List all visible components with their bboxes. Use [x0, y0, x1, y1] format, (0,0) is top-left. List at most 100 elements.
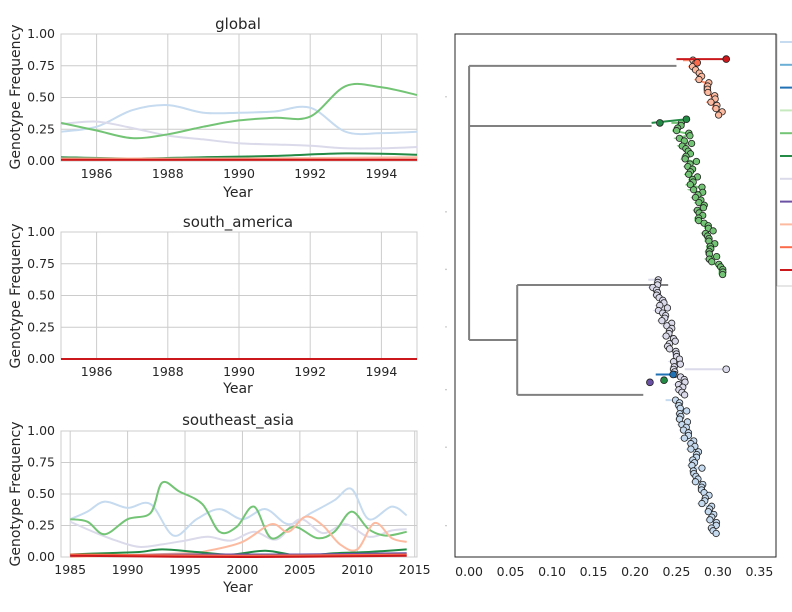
- x-tick-label: 0.35: [745, 564, 773, 579]
- tree-tip: [715, 111, 723, 119]
- x-tick-label: 1986: [81, 364, 113, 379]
- tree-tip: [693, 58, 702, 67]
- x-tick-label: 1995: [169, 562, 201, 577]
- y-tick-label: 0.25: [27, 518, 55, 533]
- tree-tip: [662, 332, 670, 340]
- global-title: global: [215, 15, 261, 33]
- global-panel: global Year Genotype Frequency 0.00 0.25 0…: [8, 15, 418, 201]
- y-tick-label: 0.00: [27, 153, 55, 168]
- tree-tip: [681, 155, 689, 163]
- series-line: [60, 104, 418, 136]
- x-tick-label: 0.20: [621, 564, 649, 579]
- x-tick-label: 1990: [223, 166, 255, 181]
- tree-tip: [719, 270, 727, 279]
- x-tick-label: 2015: [399, 562, 431, 577]
- x-tick-label: 0.00: [455, 564, 483, 579]
- x-tick-label: 0.15: [580, 564, 608, 579]
- global-xlabel: Year: [222, 185, 253, 201]
- series-line: [60, 82, 418, 140]
- series-line: [70, 480, 407, 540]
- tree-tip: [658, 317, 666, 325]
- tree-tip: [681, 391, 689, 399]
- global-ylabel: Genotype Frequency: [8, 25, 24, 170]
- tree-tip: [698, 464, 706, 472]
- legend: [776, 34, 792, 287]
- margin-dot: [445, 268, 447, 271]
- tree-tip: [713, 252, 721, 261]
- tree-tip: [686, 132, 694, 140]
- tree-tip: [682, 115, 691, 124]
- southeast-asia-xlabel: Year: [222, 580, 253, 596]
- series-line: [60, 120, 418, 150]
- y-tick-label: 0.25: [27, 121, 55, 136]
- x-tick-label: 1992: [294, 364, 326, 379]
- x-tick-label: 1994: [365, 364, 397, 379]
- tree-tip: [685, 170, 693, 178]
- southeast-asia-panel: southeast_asia Year Genotype Frequency 0…: [8, 411, 431, 596]
- series-line: [70, 515, 407, 558]
- y-tick-label: 0.25: [27, 319, 55, 334]
- tree-tip: [669, 370, 677, 379]
- tree-panel: 0.00 0.05 0.10 0.15 0.20 0.25 0.30 0.35: [445, 33, 777, 579]
- tree-tip: [707, 98, 715, 106]
- margin-dot: [445, 326, 447, 328]
- margin-dot: [445, 524, 447, 527]
- tree-tip: [712, 105, 720, 113]
- tree-tip: [671, 337, 679, 345]
- y-tick-label: 0.75: [27, 455, 55, 470]
- tree-tip: [660, 376, 668, 385]
- series-line: [69, 518, 407, 549]
- margin-dot: [445, 95, 447, 98]
- tree-tip: [680, 434, 688, 442]
- x-tick-label: 0.25: [663, 564, 691, 579]
- y-tick-label: 0.00: [27, 549, 55, 564]
- x-tick-label: 1988: [152, 166, 184, 181]
- y-tick-label: 1.00: [27, 26, 55, 41]
- y-tick-label: 1.00: [27, 224, 55, 239]
- x-tick-label: 1990: [112, 562, 144, 577]
- tree-tip: [691, 478, 700, 486]
- y-tick-label: 0.50: [27, 90, 55, 105]
- tree-tip: [646, 378, 654, 387]
- series-line: [70, 554, 407, 558]
- y-tick-label: 0.50: [27, 288, 55, 303]
- x-tick-label: 1986: [81, 166, 113, 181]
- x-tick-label: 1985: [54, 562, 86, 577]
- tree-tip: [666, 345, 674, 353]
- tree-tip: [656, 119, 664, 127]
- y-tick-label: 0.75: [27, 58, 55, 73]
- x-tick-label: 1994: [365, 166, 397, 181]
- tree-tip: [688, 139, 696, 148]
- margin-dot: [445, 388, 447, 391]
- southeast-asia-title: southeast_asia: [182, 411, 294, 430]
- tree-tip: [712, 529, 720, 538]
- south-america-title: south_america: [183, 213, 293, 232]
- tree-tip: [704, 88, 712, 97]
- x-tick-label: 2005: [284, 562, 316, 577]
- south-america-panel: south_america Year Genotype Frequency 0.…: [8, 213, 418, 397]
- margin-dot: [445, 446, 447, 448]
- x-tick-label: 0.05: [497, 564, 525, 579]
- y-tick-label: 1.00: [27, 423, 55, 438]
- tree-tip: [687, 445, 695, 453]
- tree-tip: [690, 186, 698, 194]
- south-america-ylabel: Genotype Frequency: [8, 224, 24, 369]
- southeast-asia-ylabel: Genotype Frequency: [8, 422, 24, 567]
- tree-tip: [708, 258, 716, 266]
- x-tick-label: 1988: [152, 364, 184, 379]
- tree-tip: [722, 365, 731, 374]
- margin-dot: [445, 211, 447, 213]
- x-tick-label: 1992: [294, 166, 326, 181]
- x-tick-label: 2000: [227, 562, 259, 577]
- x-tick-label: 2010: [341, 562, 373, 577]
- tree-tip: [709, 227, 717, 235]
- tree-frame: [454, 33, 777, 558]
- y-tick-label: 0.75: [27, 256, 55, 271]
- tree-tip: [683, 407, 691, 415]
- tree-tip: [663, 304, 672, 312]
- y-tick-label: 0.00: [27, 351, 55, 366]
- x-tick-label: 0.30: [704, 564, 732, 579]
- tree-tip: [698, 499, 706, 508]
- tree-tip: [699, 204, 708, 212]
- tree-tip: [676, 360, 684, 368]
